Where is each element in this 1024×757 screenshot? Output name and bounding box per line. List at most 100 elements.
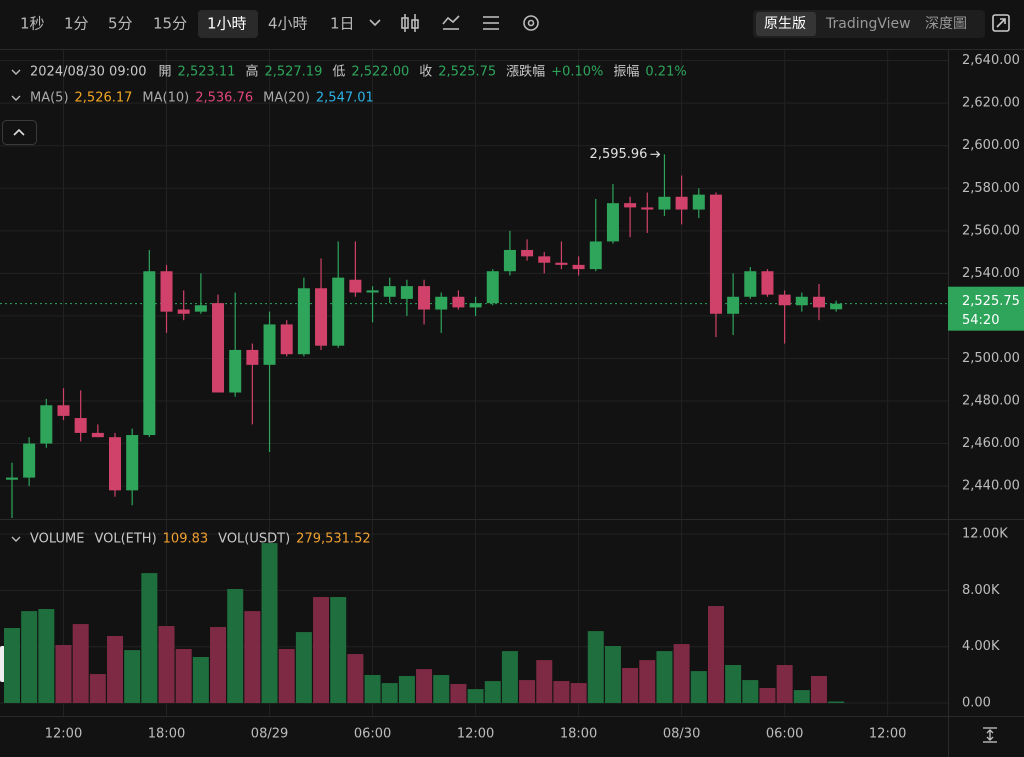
draw-icon[interactable] (483, 16, 499, 30)
x-tick-label: 06:00 (766, 727, 803, 742)
candle-body (297, 288, 310, 355)
ma-name: MA(20) (263, 91, 310, 106)
volume-bar (244, 611, 261, 704)
x-tick-label: 18:00 (148, 727, 185, 742)
y-tick-label: 4.00K (962, 639, 1000, 654)
interval-dropdown[interactable] (369, 19, 381, 27)
x-tick-label: 12:00 (45, 727, 82, 742)
candle-body (830, 303, 843, 310)
active-view-bg (756, 12, 816, 36)
y-tick-label: 0.00 (962, 696, 991, 711)
price-tag (948, 286, 1024, 331)
interval-option[interactable]: 4小時 (268, 15, 308, 33)
candle-body (486, 271, 499, 304)
x-tick-label: 08/29 (251, 727, 288, 742)
y-tick-label: 2,440.00 (962, 479, 1020, 494)
volume-bar (673, 644, 690, 704)
header-field-value: 0.21% (645, 65, 686, 80)
x-tick-label: 18:00 (560, 727, 597, 742)
fullscreen-icon[interactable] (992, 14, 1010, 32)
candle-body (57, 405, 70, 416)
candle-body (675, 196, 688, 210)
volume-bar (55, 645, 72, 704)
ma-value: 2,526.17 (75, 91, 133, 106)
y-tick-label: 8.00K (962, 583, 1000, 598)
candle-body (469, 303, 482, 308)
header-field-name: 高 (245, 64, 258, 80)
volume-bar (776, 665, 793, 704)
volume-bar (622, 667, 639, 704)
volume-field-value: 279,531.52 (296, 532, 370, 547)
ma-collapse[interactable] (11, 95, 21, 101)
volume-bar (210, 627, 227, 704)
candle-body (194, 305, 207, 312)
header-collapse[interactable] (11, 69, 21, 75)
x-tick-label: 06:00 (354, 727, 391, 742)
indicator-icon[interactable] (442, 15, 460, 30)
volume-bar (227, 588, 244, 704)
interval-option[interactable]: 1秒 (20, 15, 45, 33)
volume-bar (3, 627, 20, 704)
candle-body (778, 294, 791, 306)
view-option[interactable]: 原生版 (764, 16, 806, 32)
interval-option[interactable]: 1日 (330, 15, 355, 33)
candle-body (658, 196, 671, 210)
ma-value: 2,547.01 (316, 91, 374, 106)
volume-collapse[interactable] (11, 536, 21, 542)
ma-value: 2,536.76 (195, 91, 253, 106)
interval-option[interactable]: 15分 (153, 15, 187, 33)
volume-bar (759, 687, 776, 704)
candle-body (641, 207, 654, 210)
y-tick-label: 2,460.00 (962, 436, 1020, 451)
volume-bar (21, 611, 38, 704)
interval-option[interactable]: 1分 (64, 15, 89, 33)
y-tick-label: 2,540.00 (962, 266, 1020, 281)
candle-body (315, 288, 328, 346)
candle-body (761, 271, 774, 295)
interval-option[interactable]: 5分 (108, 15, 133, 33)
y-tick-label: 2,620.00 (962, 96, 1020, 111)
scale-icon[interactable] (983, 727, 997, 743)
candle-body (349, 279, 362, 293)
annotation-arrow (650, 150, 661, 158)
volume-bar (364, 675, 381, 704)
view-option[interactable]: 深度圖 (925, 16, 967, 32)
volume-bar (828, 701, 845, 704)
volume-bar (501, 651, 518, 704)
volume-bar (707, 606, 724, 704)
volume-field-value: 109.83 (163, 532, 209, 547)
volume-bar (261, 543, 278, 704)
candle-body (521, 249, 534, 257)
settings-icon[interactable] (523, 15, 539, 31)
volume-bar (416, 669, 433, 704)
high-annotation: 2,595.96 (590, 147, 648, 162)
candle-body (280, 324, 293, 355)
volume-bar (536, 660, 553, 704)
candle-body (400, 286, 413, 299)
candle-type-icon[interactable] (401, 14, 419, 32)
candle-body (5, 477, 18, 480)
volume-bar (295, 632, 312, 704)
volume-bar (690, 671, 707, 704)
candle-body (503, 249, 516, 272)
candle-body (795, 296, 808, 306)
header-field-name: 收 (419, 65, 432, 80)
candle-body (263, 324, 276, 365)
candle-body (246, 349, 259, 365)
volume-bar (742, 680, 759, 704)
candle-body (572, 264, 585, 270)
view-option[interactable]: TradingView (825, 16, 911, 32)
candle-body (418, 286, 431, 310)
candle-body (383, 286, 396, 297)
header-field-name: 開 (159, 65, 172, 80)
y-tick-label: 2,600.00 (962, 138, 1020, 153)
volume-bar (450, 684, 467, 704)
collapse-button[interactable] (2, 120, 37, 145)
candle-body (366, 290, 379, 293)
ma-name: MA(10) (142, 91, 189, 106)
interval-option[interactable]: 1小時 (207, 15, 247, 33)
x-tick-label: 12:00 (457, 727, 494, 742)
candle-body (109, 437, 122, 491)
ma-name: MA(5) (30, 91, 69, 106)
candle-body (332, 277, 345, 346)
